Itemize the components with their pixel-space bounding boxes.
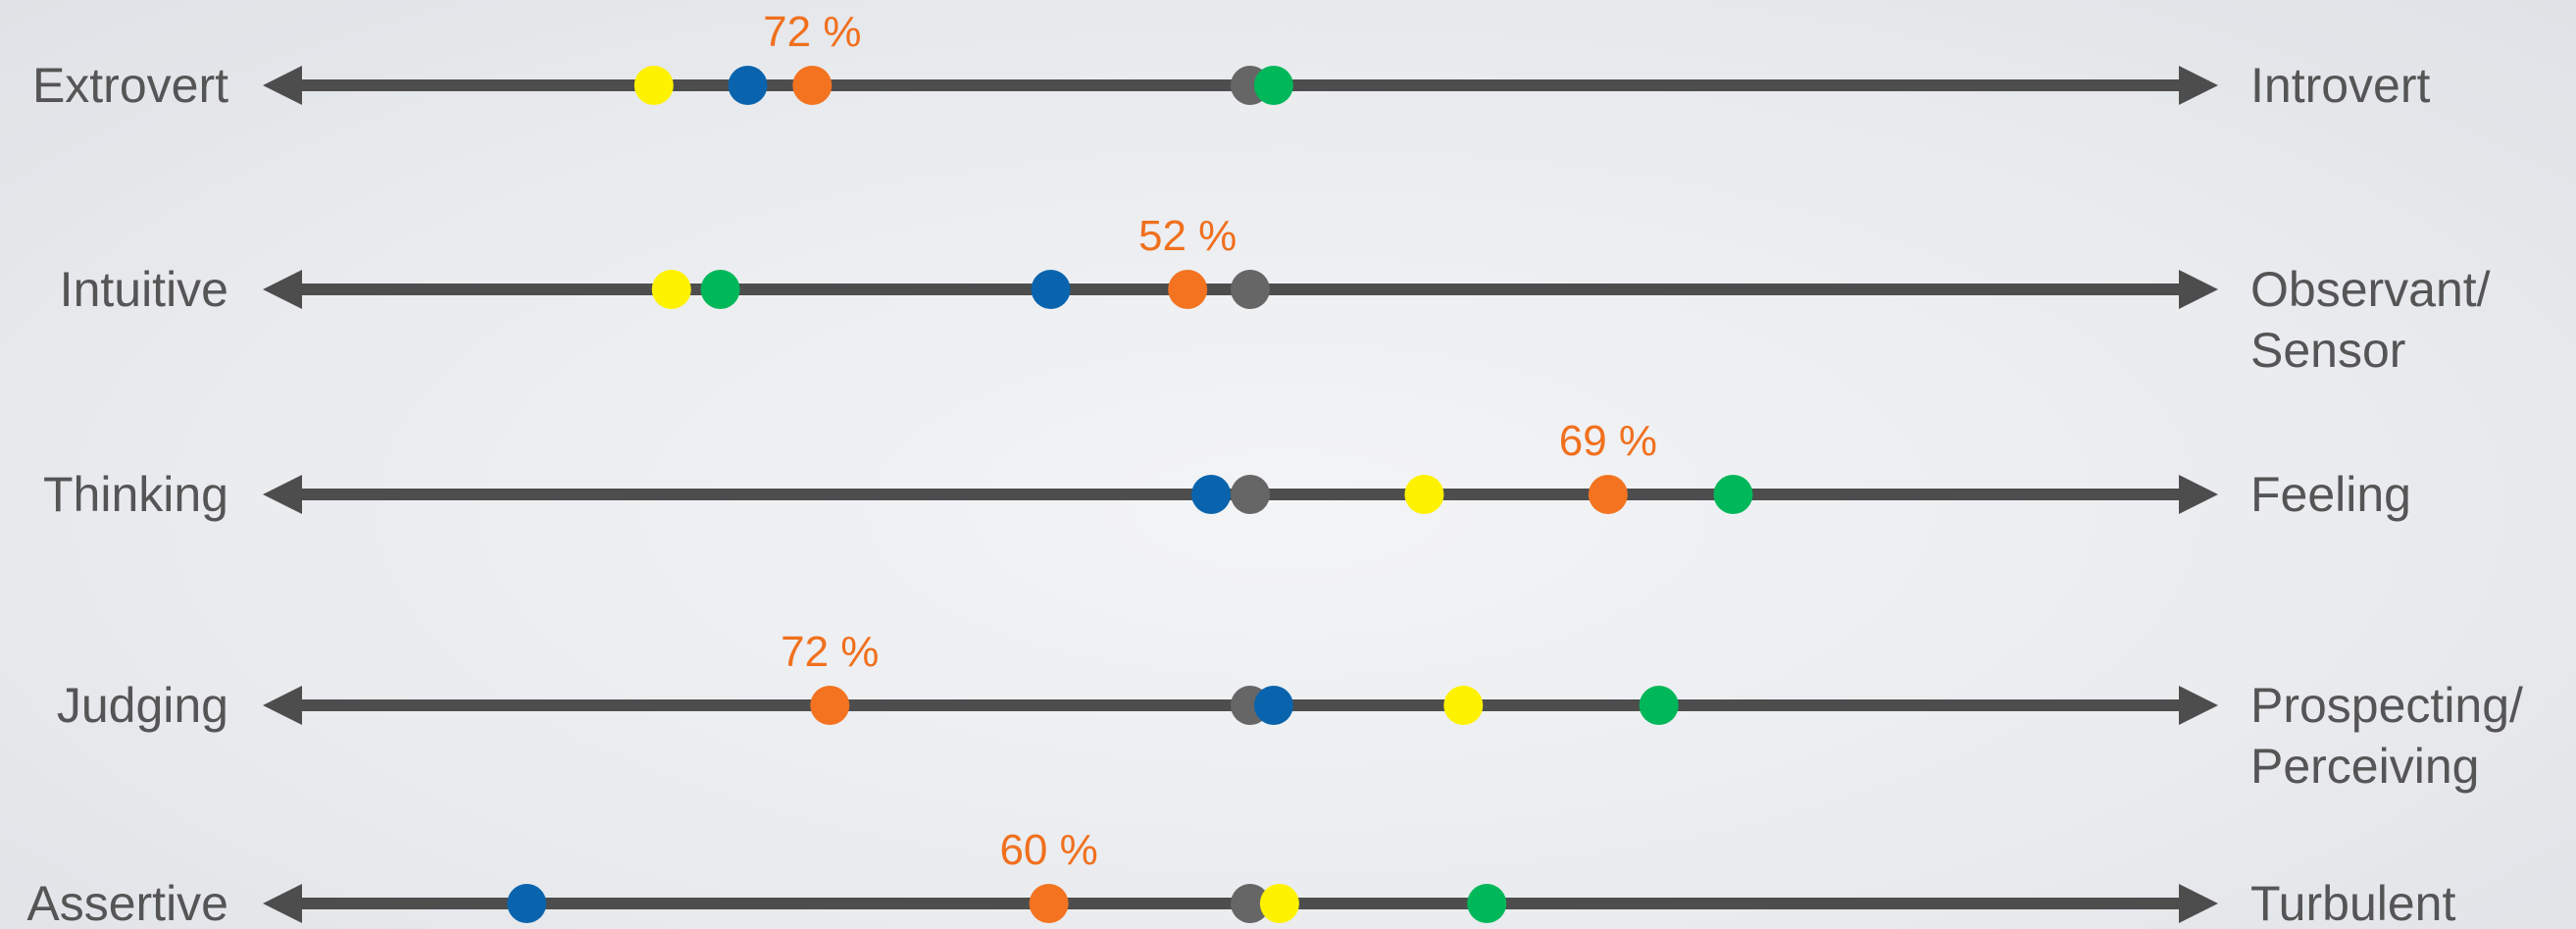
spectrum-row-4: Judging Prospecting/Perceiving 72 %: [57, 628, 2523, 794]
blue-data-point: [1191, 475, 1232, 514]
left-trait-label: Judging: [57, 678, 228, 733]
left-arrow-icon: [263, 270, 302, 309]
blue-data-point: [728, 66, 768, 105]
green-data-point: [1639, 686, 1679, 725]
right-arrow-icon: [2179, 66, 2218, 105]
right-trait-label: Perceiving: [2250, 739, 2479, 794]
orange-data-point: [1168, 270, 1208, 309]
spectrum-row-2: Intuitive Observant/Sensor 52 %: [60, 212, 2491, 378]
orange-data-point: [810, 686, 850, 725]
percentage-data-label: 72 %: [781, 628, 879, 676]
right-trait-label: Turbulent: [2250, 876, 2455, 929]
green-data-point: [1467, 884, 1507, 923]
spectrum-row-5: Assertive Turbulent 60 %: [26, 826, 2455, 929]
left-trait-label: Intuitive: [60, 262, 228, 317]
yellow-data-point: [633, 66, 674, 105]
green-data-point: [1253, 66, 1293, 105]
left-trait-label: Thinking: [43, 467, 228, 522]
left-arrow-icon: [263, 66, 302, 105]
right-trait-label: Introvert: [2250, 58, 2431, 113]
right-trait-label: Sensor: [2250, 323, 2405, 378]
left-trait-label: Assertive: [26, 876, 228, 929]
green-data-point: [700, 270, 740, 309]
gray-data-point: [1230, 475, 1270, 514]
blue-data-point: [507, 884, 547, 923]
yellow-data-point: [1259, 884, 1299, 923]
yellow-data-point: [651, 270, 691, 309]
percentage-data-label: 60 %: [999, 826, 1097, 874]
right-trait-label: Observant/: [2250, 262, 2491, 317]
gray-data-point: [1230, 884, 1270, 923]
percentage-data-label: 69 %: [1559, 417, 1657, 465]
spectrum-row-3: Thinking Feeling 69 %: [43, 417, 2411, 522]
left-arrow-icon: [263, 686, 302, 725]
percentage-data-label: 72 %: [763, 8, 861, 56]
right-arrow-icon: [2179, 270, 2218, 309]
spectrum-row-1: Extrovert Introvert 72 %: [32, 8, 2431, 113]
yellow-data-point: [1404, 475, 1444, 514]
percentage-data-label: 52 %: [1138, 212, 1237, 260]
left-arrow-icon: [263, 475, 302, 514]
right-trait-label: Feeling: [2250, 467, 2411, 522]
right-trait-label: Prospecting/: [2250, 678, 2523, 733]
left-arrow-icon: [263, 884, 302, 923]
gray-data-point: [1230, 270, 1270, 309]
right-arrow-icon: [2179, 475, 2218, 514]
yellow-data-point: [1443, 686, 1484, 725]
orange-data-point: [792, 66, 833, 105]
blue-data-point: [1031, 270, 1071, 309]
orange-data-point: [1029, 884, 1069, 923]
right-arrow-icon: [2179, 884, 2218, 923]
left-trait-label: Extrovert: [32, 58, 228, 113]
blue-data-point: [1253, 686, 1293, 725]
right-arrow-icon: [2179, 686, 2218, 725]
green-data-point: [1713, 475, 1753, 514]
orange-data-point: [1588, 475, 1628, 514]
